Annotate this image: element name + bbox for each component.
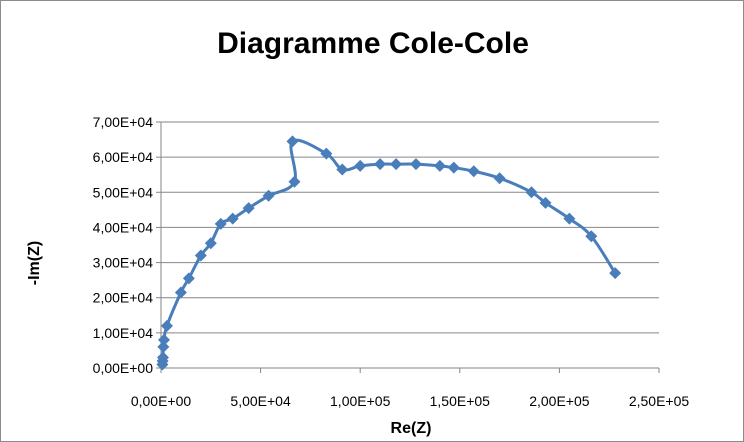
data-point [194, 249, 207, 262]
x-tick-label: 0,00E+00 [131, 393, 192, 409]
data-point [409, 158, 422, 171]
data-point [157, 340, 170, 353]
x-tick-label: 2,00E+05 [529, 393, 590, 409]
x-tick-label: 5,00E+04 [230, 393, 291, 409]
data-point [354, 159, 367, 172]
data-point [288, 175, 301, 188]
series-line [160, 138, 617, 365]
data-point [174, 286, 187, 299]
data-point [320, 147, 333, 160]
y-tick-label: 7,00E+04 [93, 114, 154, 130]
y-tick-label: 3,00E+04 [93, 255, 154, 271]
gridlines [161, 121, 659, 334]
data-point [157, 333, 170, 346]
data-point [467, 165, 480, 178]
data-point [390, 158, 403, 171]
data-point [563, 212, 576, 225]
data-point [585, 230, 598, 243]
y-tick-label: 6,00E+04 [93, 149, 154, 165]
data-point [156, 351, 169, 364]
data-point [525, 186, 538, 199]
chart-title: Diagramme Cole-Cole [217, 27, 529, 60]
y-tick-label: 4,00E+04 [93, 219, 154, 235]
data-point [214, 217, 227, 230]
data-point [262, 189, 275, 202]
x-tick-label: 2,50E+05 [629, 393, 690, 409]
y-tick-label: 1,00E+04 [93, 325, 154, 341]
data-point [204, 237, 217, 250]
y-tick-label: 0,00E+00 [93, 360, 154, 376]
data-point [609, 267, 622, 280]
y-axis-label: -Im(Z) [26, 241, 43, 285]
data-point [374, 158, 387, 171]
data-series [156, 135, 622, 371]
data-point [160, 319, 173, 332]
axes [156, 121, 660, 373]
x-axis-label: Re(Z) [391, 420, 432, 437]
x-tick-label: 1,00E+05 [330, 393, 391, 409]
tick-labels: 0,00E+00 1,00E+04 2,00E+04 3,00E+04 4,00E+04… [93, 114, 690, 409]
data-point [336, 163, 349, 176]
y-tick-label: 2,00E+04 [93, 290, 154, 306]
x-tick-label: 1,50E+05 [430, 393, 491, 409]
data-point [286, 135, 299, 148]
data-point [182, 272, 195, 285]
data-point [539, 196, 552, 209]
data-point [226, 212, 239, 225]
data-point [433, 159, 446, 172]
data-point [447, 161, 460, 174]
data-point [242, 202, 255, 215]
y-tick-label: 5,00E+04 [93, 184, 154, 200]
data-point [493, 172, 506, 185]
